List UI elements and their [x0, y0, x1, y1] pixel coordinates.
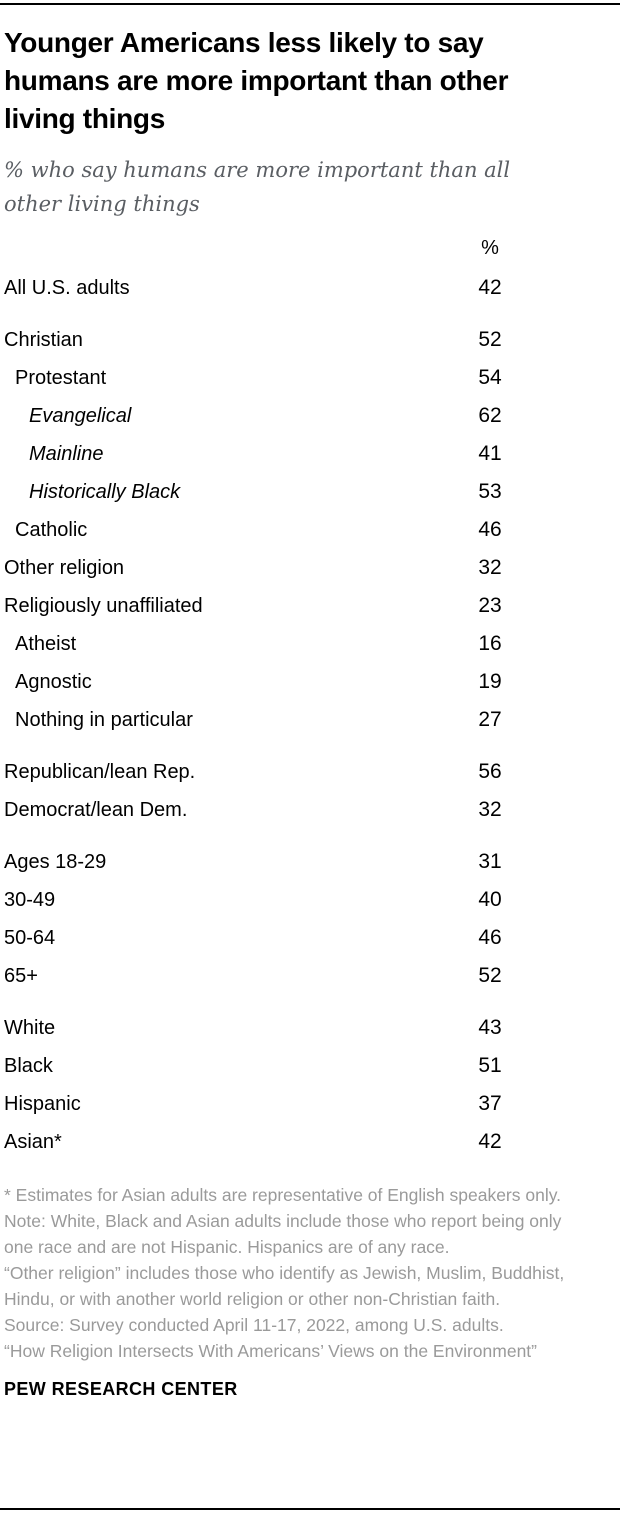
row-label: Asian*: [4, 1130, 62, 1153]
table-row: Catholic 46: [0, 511, 620, 549]
row-label: Republican/lean Rep.: [4, 760, 196, 783]
table-row: Christian 52: [0, 321, 620, 359]
row-value: 62: [478, 404, 502, 427]
footnote-line: “Other religion” includes those who iden…: [4, 1263, 565, 1309]
row-value: 56: [478, 760, 502, 783]
row-value: 54: [478, 366, 502, 389]
table-row: Mainline 41: [0, 435, 620, 473]
table-row: All U.S. adults 42: [0, 269, 620, 307]
table-row: White 43: [0, 1009, 620, 1047]
row-label: Democrat/lean Dem.: [4, 798, 188, 821]
row-label: Historically Black: [29, 480, 181, 503]
brand-label: PEW RESEARCH CENTER: [4, 1379, 238, 1399]
row-value: 37: [478, 1092, 502, 1115]
row-label: All U.S. adults: [4, 276, 130, 299]
row-value: 46: [478, 518, 502, 541]
table-row: Democrat/lean Dem. 32: [0, 791, 620, 829]
row-value: 43: [478, 1016, 502, 1039]
row-group: All U.S. adults 42: [0, 269, 620, 307]
row-label: Atheist: [15, 632, 77, 655]
table-row: 65+ 52: [0, 957, 620, 995]
row-label: Catholic: [15, 518, 88, 541]
row-label: Evangelical: [29, 404, 132, 427]
row-value: 40: [478, 888, 502, 911]
row-label: Protestant: [15, 366, 107, 389]
row-label: Nothing in particular: [15, 708, 193, 731]
footnote-line: Note: White, Black and Asian adults incl…: [4, 1211, 562, 1257]
table-row: Ages 18-29 31: [0, 843, 620, 881]
row-value: 16: [478, 632, 502, 655]
row-value: 51: [478, 1054, 502, 1077]
row-value: 19: [478, 670, 502, 693]
table-row: Other religion 32: [0, 549, 620, 587]
row-label: Christian: [4, 328, 83, 351]
row-group: White 43 Black 51 Hispanic 37 Asian* 42: [0, 1009, 620, 1161]
table-row: Asian* 42: [0, 1123, 620, 1161]
footnote-line: “How Religion Intersects With Americans’…: [4, 1341, 537, 1361]
row-label: Religiously unaffiliated: [4, 594, 203, 617]
row-value: 31: [478, 850, 502, 873]
row-value: 32: [478, 798, 502, 821]
row-label: Agnostic: [15, 670, 92, 693]
table-row: Black 51: [0, 1047, 620, 1085]
row-value: 52: [478, 328, 502, 351]
footnote-line: * Estimates for Asian adults are represe…: [4, 1185, 562, 1205]
table-row: Atheist 16: [0, 625, 620, 663]
footnotes: * Estimates for Asian adults are represe…: [4, 1182, 570, 1364]
row-value: 53: [478, 480, 502, 503]
table-row: Hispanic 37: [0, 1085, 620, 1123]
table-row: Evangelical 62: [0, 397, 620, 435]
value-column-header-row: %: [0, 233, 620, 263]
stat-table: All U.S. adults 42 Christian 52 Protestant 54…: [0, 269, 620, 1161]
row-value: 23: [478, 594, 502, 617]
row-label: Other religion: [4, 556, 125, 579]
row-label: Mainline: [29, 442, 104, 465]
row-label: Black: [4, 1054, 53, 1077]
row-label: 30-49: [4, 888, 56, 911]
table-row: Historically Black 53: [0, 473, 620, 511]
chart-title: Younger Americans less likely to say hum…: [4, 27, 509, 134]
row-value: 42: [478, 1130, 502, 1153]
row-label: Hispanic: [4, 1092, 81, 1115]
row-value: 32: [478, 556, 502, 579]
row-label: White: [4, 1016, 56, 1039]
row-value: 27: [478, 708, 502, 731]
footnote-line: Source: Survey conducted April 11-17, 20…: [4, 1315, 504, 1335]
row-label: 50-64: [4, 926, 56, 949]
table-row: Agnostic 19: [0, 663, 620, 701]
row-group: Ages 18-29 31 30-49 40 50-64 46 65+ 52: [0, 843, 620, 995]
table-row: Republican/lean Rep. 56: [0, 753, 620, 791]
bottom-rule: [0, 1508, 620, 1510]
table-row: 50-64 46: [0, 919, 620, 957]
table-row: Nothing in particular 27: [0, 701, 620, 739]
table-row: Religiously unaffiliated 23: [0, 587, 620, 625]
table-row: Protestant 54: [0, 359, 620, 397]
top-rule: [0, 3, 620, 5]
row-value: 46: [478, 926, 502, 949]
chart-subtitle: % who say humans are more important than…: [4, 158, 511, 216]
value-column-header: %: [481, 236, 499, 259]
row-value: 42: [478, 276, 502, 299]
row-value: 41: [478, 442, 502, 465]
table-row: 30-49 40: [0, 881, 620, 919]
row-label: Ages 18-29: [4, 850, 107, 873]
row-value: 52: [478, 964, 502, 987]
row-label: 65+: [4, 964, 38, 987]
row-group: Republican/lean Rep. 56 Democrat/lean Dem.…: [0, 753, 620, 829]
row-group: Christian 52 Protestant 54 Evangelical 62 Main…: [0, 321, 620, 739]
